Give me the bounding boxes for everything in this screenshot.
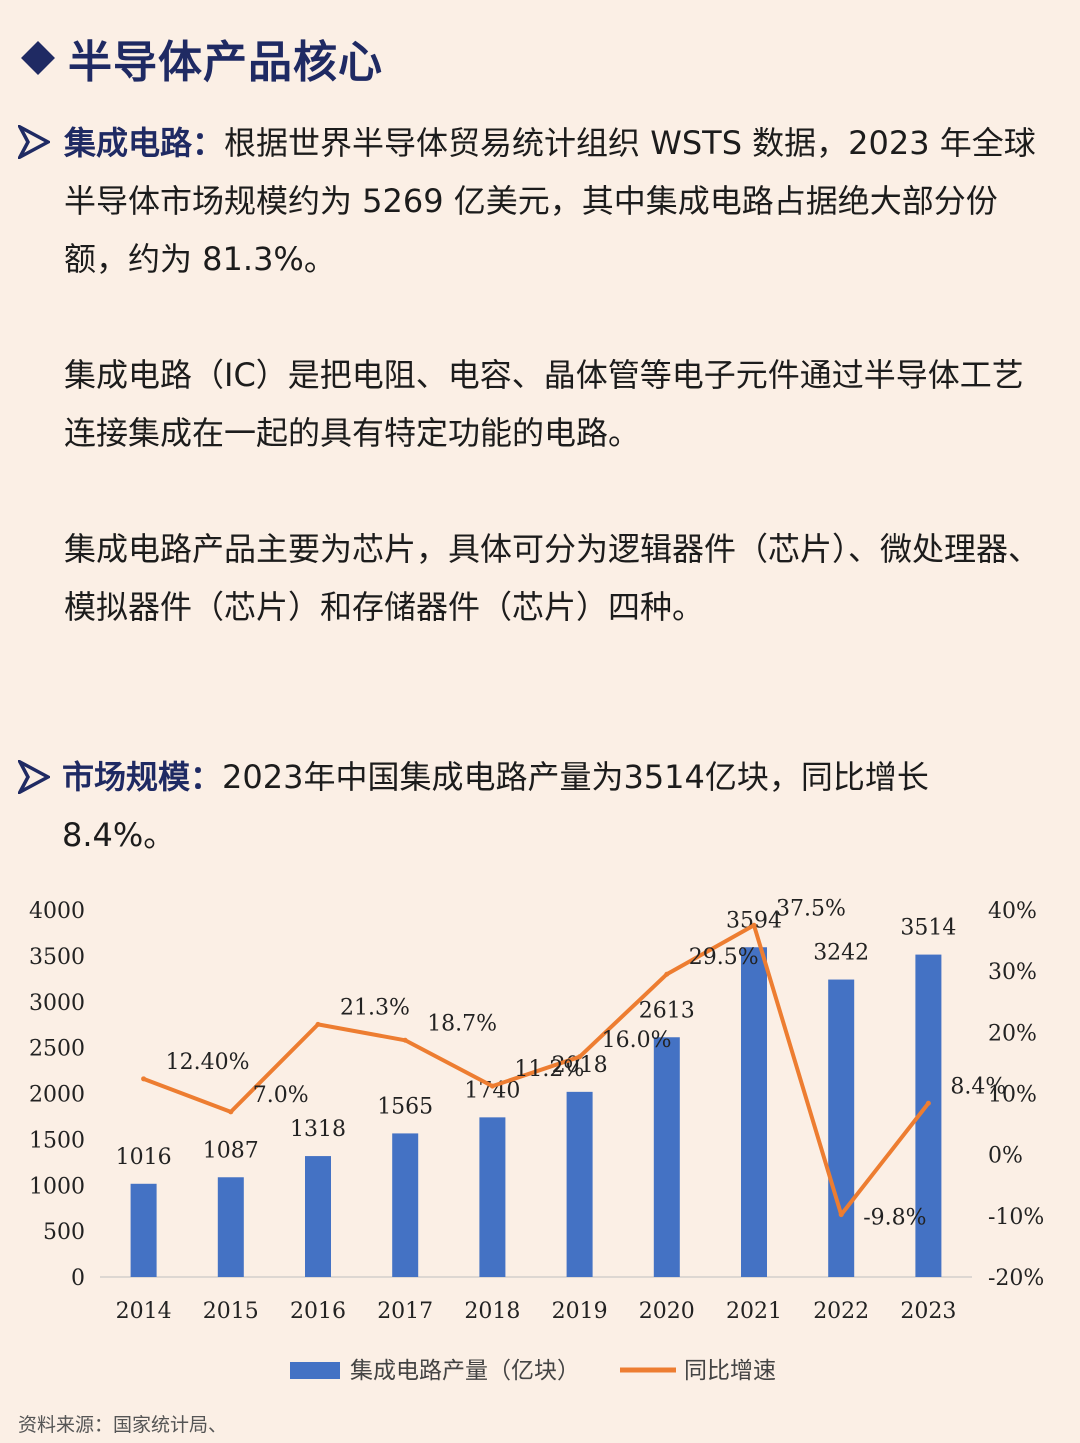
diamond-icon xyxy=(21,41,55,75)
y-right-tick-label: 10% xyxy=(988,1083,1037,1108)
y-left-tick-label: 2000 xyxy=(29,1083,85,1108)
bar-value-label: 1087 xyxy=(203,1138,259,1163)
y-left-tick-label: 1000 xyxy=(29,1174,85,1199)
growth-value-label: 37.5% xyxy=(776,896,846,921)
growth-point xyxy=(315,1021,321,1027)
growth-point xyxy=(141,1076,147,1082)
bar xyxy=(566,1091,593,1277)
bar xyxy=(217,1177,244,1277)
section1-paragraph-2: 集成电路（IC）是把电阻、电容、晶体管等电子元件通过半导体工艺连接集成在一起的具… xyxy=(64,356,1024,452)
x-tick-label: 2023 xyxy=(900,1299,956,1324)
growth-value-label: 16.0% xyxy=(602,1028,672,1053)
bar-value-label: 1740 xyxy=(464,1078,520,1103)
source-note: 资料来源：国家统计局、 xyxy=(18,1414,228,1436)
section1-text: 根据世界半导体贸易统计组织 WSTS 数据，2023 年全球半导体市场规模约为 … xyxy=(64,124,1036,278)
x-tick-label: 2016 xyxy=(290,1299,346,1324)
section2-lead: 市场规模： xyxy=(62,758,223,796)
y-left-tick-label: 0 xyxy=(71,1266,85,1291)
y-right-tick-label: 40% xyxy=(988,899,1037,924)
growth-value-label: -9.8% xyxy=(863,1206,926,1231)
x-tick-label: 2019 xyxy=(552,1299,608,1324)
growth-value-label: 29.5% xyxy=(689,945,759,970)
y-left-tick-label: 1500 xyxy=(29,1128,85,1153)
bar xyxy=(653,1037,680,1277)
section2-text: 2023年中国集成电路产量为3514亿块，同比增长8.4%。 xyxy=(62,758,929,854)
page-title: 半导体产品核心 xyxy=(68,37,383,88)
bar-value-label: 1565 xyxy=(377,1094,433,1119)
bar xyxy=(741,947,767,1277)
production-growth-chart: 0 500 1000 1500 2000 2500 3000 3500 4000 -20% -10%… xyxy=(29,896,1044,1384)
section2-paragraph: 市场规模：2023年中国集成电路产量为3514亿块，同比增长8.4%。 xyxy=(62,748,1022,864)
title-row: 半导体产品核心 xyxy=(18,26,383,90)
x-tick-label: 2018 xyxy=(464,1299,520,1324)
arrow-right-icon xyxy=(18,125,50,159)
growth-point xyxy=(489,1083,495,1089)
section1-paragraph-3: 集成电路产品主要为芯片，具体可分为逻辑器件（芯片）、微处理器、模拟器件（芯片）和… xyxy=(64,530,1041,626)
growth-value-label: 12.40% xyxy=(166,1050,250,1075)
bar xyxy=(479,1117,506,1277)
growth-line xyxy=(142,923,930,1217)
y-right-tick-label: 30% xyxy=(988,960,1037,985)
y-right-tick-label: -10% xyxy=(988,1205,1044,1230)
y-left-tick-label: 500 xyxy=(43,1220,85,1245)
y-right-tick-label: 0% xyxy=(988,1144,1023,1169)
growth-point xyxy=(751,922,757,928)
bar xyxy=(828,979,855,1277)
x-tick-label: 2014 xyxy=(116,1299,172,1324)
y-left-tick-label: 4000 xyxy=(29,899,85,924)
growth-point xyxy=(577,1054,583,1060)
growth-value-label: 11.2% xyxy=(514,1057,584,1082)
growth-point xyxy=(402,1037,408,1043)
growth-value-label: 8.4% xyxy=(950,1074,1006,1099)
bar-value-label: 1016 xyxy=(116,1145,172,1170)
growth-point xyxy=(664,971,670,977)
x-tick-label: 2015 xyxy=(203,1299,259,1324)
x-tick-label: 2022 xyxy=(813,1299,869,1324)
bar xyxy=(305,1156,331,1277)
bar xyxy=(392,1133,419,1277)
x-tick-label: 2017 xyxy=(377,1299,433,1324)
legend-bar-label: 集成电路产量（亿块） xyxy=(350,1358,580,1384)
bar-value-label: 3242 xyxy=(813,941,869,966)
section1-paragraph: 集成电路：根据世界半导体贸易统计组织 WSTS 数据，2023 年全球半导体市场… xyxy=(64,114,1054,288)
growth-point xyxy=(838,1212,844,1218)
y-left-tick-label: 2500 xyxy=(29,1037,85,1062)
growth-value-label: 7.0% xyxy=(253,1083,309,1108)
y-right-tick-label: -20% xyxy=(988,1266,1044,1291)
x-tick-label: 2021 xyxy=(726,1299,782,1324)
legend-bar-swatch xyxy=(290,1362,340,1379)
section1-lead: 集成电路： xyxy=(64,124,225,162)
legend-line-label: 同比增速 xyxy=(684,1358,776,1384)
bar-value-label: 3514 xyxy=(900,916,956,941)
growth-value-label: 18.7% xyxy=(427,1011,497,1036)
y-left-tick-label: 3000 xyxy=(29,991,85,1016)
growth-point xyxy=(228,1109,234,1115)
y-right-tick-label: 20% xyxy=(988,1021,1037,1046)
growth-point xyxy=(925,1100,931,1106)
growth-value-label: 21.3% xyxy=(340,995,410,1020)
bar-value-label: 2613 xyxy=(639,998,695,1023)
bar xyxy=(130,1183,157,1277)
bar-value-label: 1318 xyxy=(290,1117,346,1142)
y-left-tick-label: 3500 xyxy=(29,945,85,970)
x-tick-label: 2020 xyxy=(639,1299,695,1324)
arrow-right-icon xyxy=(18,760,50,794)
